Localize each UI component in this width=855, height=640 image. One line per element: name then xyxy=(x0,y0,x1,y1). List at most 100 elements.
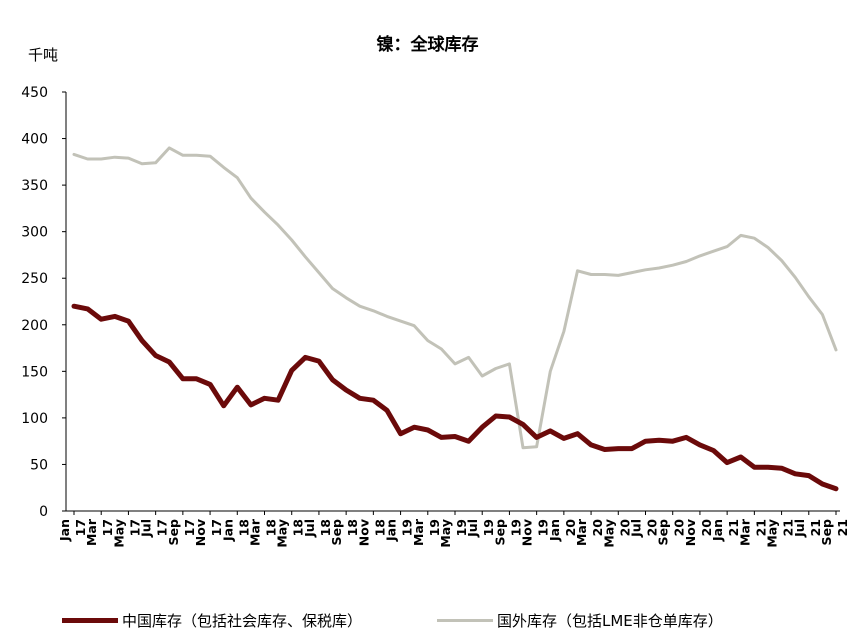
x-tick-label-year: 20 xyxy=(672,519,687,537)
x-tick-label: Jan 20 xyxy=(547,519,578,542)
legend-item-china: 中国库存（包括社会库存、保税库） xyxy=(62,610,362,631)
x-tick-label: Sep 17 xyxy=(166,519,197,545)
x-tick-label-month: May xyxy=(438,519,453,548)
y-axis-unit-label: 千吨 xyxy=(28,46,59,64)
legend-swatch-china xyxy=(62,618,118,623)
x-tick-label: Jan 17 xyxy=(57,519,88,542)
x-tick-label: Jan 18 xyxy=(220,519,251,542)
x-tick-label-year: 19 xyxy=(427,519,442,536)
legend-item-overseas: 国外库存（包括LME非仓单库存） xyxy=(437,610,723,631)
x-tick-label-month: Jul xyxy=(629,519,644,538)
x-tick-label: Jan 21 xyxy=(710,519,741,542)
x-tick-label-year: 17 xyxy=(155,519,170,536)
legend-swatch-overseas xyxy=(437,619,493,622)
y-axis-tick-labels: 0 50 100 150 200 250 300 350 400 450 xyxy=(21,85,48,520)
x-tick-label-month: Jul xyxy=(139,519,154,538)
x-tick-label: Sep 19 xyxy=(492,519,523,545)
x-tick-label-month: Nov xyxy=(356,519,371,546)
x-tick-label-month: May xyxy=(601,519,616,548)
x-tick-label-month: Sep xyxy=(166,519,181,545)
x-tick-label-month: Jan xyxy=(384,519,399,542)
x-tick-label-year: 18 xyxy=(264,519,279,536)
x-tick-label: Nov 19 xyxy=(520,519,551,546)
x-tick-label: May 21 xyxy=(765,519,796,548)
x-tick-label-month: Nov xyxy=(683,519,698,546)
x-tick-label: Jul 17 xyxy=(139,519,170,538)
x-tick-label-month: Sep xyxy=(656,519,671,545)
x-tick-label-month: Mar xyxy=(84,518,99,546)
x-tick-label-year: 19 xyxy=(508,519,523,536)
x-tick-label: May 20 xyxy=(601,519,632,548)
legend-label-china: 中国库存（包括社会库存、保税库） xyxy=(122,612,363,630)
x-tick-label-month: Mar xyxy=(248,518,263,546)
x-tick-label-month: Jul xyxy=(465,519,480,538)
x-tick-label: Jul 20 xyxy=(629,519,660,538)
y-tick-label: 300 xyxy=(21,225,48,241)
x-tick-label-year: 19 xyxy=(536,519,551,536)
x-tick-label-year: 17 xyxy=(209,519,224,536)
x-tick-label-month: Jan xyxy=(57,519,72,542)
x-tick-label-year: 18 xyxy=(291,519,306,536)
x-tick-label: Sep 20 xyxy=(656,519,687,546)
x-tick-label: May 18 xyxy=(275,519,306,548)
x-tick-label-month: Sep xyxy=(329,519,344,545)
x-tick-label-year: 19 xyxy=(481,519,496,536)
x-tick-label-month: Jan xyxy=(710,519,725,542)
x-tick-label-month: Mar xyxy=(411,518,426,546)
x-tick-label-year: 20 xyxy=(563,519,578,537)
x-tick-label-month: Mar xyxy=(737,518,752,546)
x-tick-label: Jan 19 xyxy=(384,519,415,542)
x-tick-label-month: Jul xyxy=(302,519,317,538)
x-tick-label-year: 20 xyxy=(645,519,660,537)
x-tick-label: May 19 xyxy=(438,519,469,548)
x-tick-label-month: Nov xyxy=(520,519,535,546)
y-tick-label: 200 xyxy=(21,318,48,334)
x-tick-label-year: 21 xyxy=(726,519,741,536)
x-tick-label-year: 17 xyxy=(182,519,197,536)
x-tick-label-month: May xyxy=(765,519,780,548)
x-tick-label-year: 18 xyxy=(236,519,251,536)
x-tick-label-year: 17 xyxy=(100,519,115,536)
y-tick-label: 0 xyxy=(39,504,48,520)
x-tick-label-year: 21 xyxy=(808,519,823,536)
chart-title: 镍：全球库存 xyxy=(376,35,479,55)
x-tick-label-month: Mar xyxy=(574,518,589,546)
x-tick-label-month: Sep xyxy=(819,519,834,545)
x-tick-label-year: 21 xyxy=(753,519,768,536)
x-tick-label: Sep 21 xyxy=(819,519,850,545)
x-tick-label: Mar 17 xyxy=(84,518,115,546)
x-tick-label-month: Jan xyxy=(220,519,235,542)
x-tick-label: Jul 21 xyxy=(792,519,823,538)
x-tick-label-month: May xyxy=(275,519,290,548)
x-tick-label-year: 19 xyxy=(454,519,469,536)
x-tick-label: Mar 20 xyxy=(574,518,605,546)
x-tick-label-month: Nov xyxy=(193,519,208,546)
x-tick-label: Nov 18 xyxy=(356,519,387,546)
y-tick-label: 50 xyxy=(30,457,48,473)
y-tick-label: 150 xyxy=(21,364,48,380)
axes xyxy=(62,91,840,515)
x-tick-label-month: Jul xyxy=(792,519,807,538)
x-tick-label-month: Jan xyxy=(547,519,562,542)
y-tick-label: 350 xyxy=(21,178,48,194)
series-line-china xyxy=(71,303,839,492)
legend: 中国库存（包括社会库存、保税库） 国外库存（包括LME非仓单库存） xyxy=(62,610,852,634)
x-tick-label-year: 20 xyxy=(617,519,632,537)
x-tick-label: Sep 18 xyxy=(329,519,360,545)
x-tick-label: Jul 18 xyxy=(302,519,333,538)
x-tick-label: Jul 19 xyxy=(465,519,496,538)
y-tick-label: 400 xyxy=(21,132,48,148)
x-tick-label-year: 20 xyxy=(590,519,605,537)
x-tick-label-year: 21 xyxy=(781,519,796,536)
y-tick-label: 100 xyxy=(21,411,48,427)
x-tick-label-month: May xyxy=(111,519,126,548)
x-tick-label: Nov 17 xyxy=(193,519,224,546)
x-tick-label: Mar 19 xyxy=(411,518,442,546)
x-tick-label: May 17 xyxy=(111,519,142,548)
x-tick-label-year: 18 xyxy=(345,519,360,536)
y-tick-label: 450 xyxy=(21,85,48,101)
y-tick-label: 250 xyxy=(21,271,48,287)
x-tick-label-year: 18 xyxy=(318,519,333,536)
